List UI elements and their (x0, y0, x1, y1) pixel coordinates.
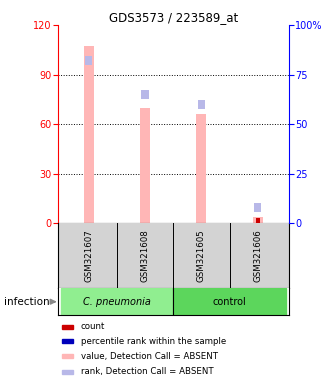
Bar (142, 90, 149, 99)
Bar (62, 325, 73, 329)
Bar (173, 288, 286, 315)
Title: GDS3573 / 223589_at: GDS3573 / 223589_at (109, 11, 238, 24)
Text: control: control (213, 297, 247, 307)
Bar (253, 217, 263, 223)
Text: rank, Detection Call = ABSENT: rank, Detection Call = ABSENT (81, 367, 214, 376)
Text: GSM321606: GSM321606 (253, 229, 262, 282)
Text: GSM321607: GSM321607 (84, 229, 93, 282)
Bar (196, 114, 207, 223)
Bar (62, 370, 73, 374)
Bar (62, 354, 73, 358)
Bar (198, 100, 205, 109)
Text: count: count (81, 323, 105, 331)
Bar (85, 56, 92, 65)
Bar (140, 108, 150, 223)
Text: GSM321608: GSM321608 (141, 229, 149, 282)
Bar (254, 203, 261, 212)
Bar (61, 288, 173, 315)
Bar (62, 339, 73, 343)
Text: value, Detection Call = ABSENT: value, Detection Call = ABSENT (81, 352, 218, 361)
Bar (256, 218, 260, 223)
Bar (84, 46, 94, 223)
Text: infection: infection (4, 297, 49, 307)
Text: C. pneumonia: C. pneumonia (83, 297, 151, 307)
Text: GSM321605: GSM321605 (197, 229, 206, 282)
Text: percentile rank within the sample: percentile rank within the sample (81, 337, 226, 346)
